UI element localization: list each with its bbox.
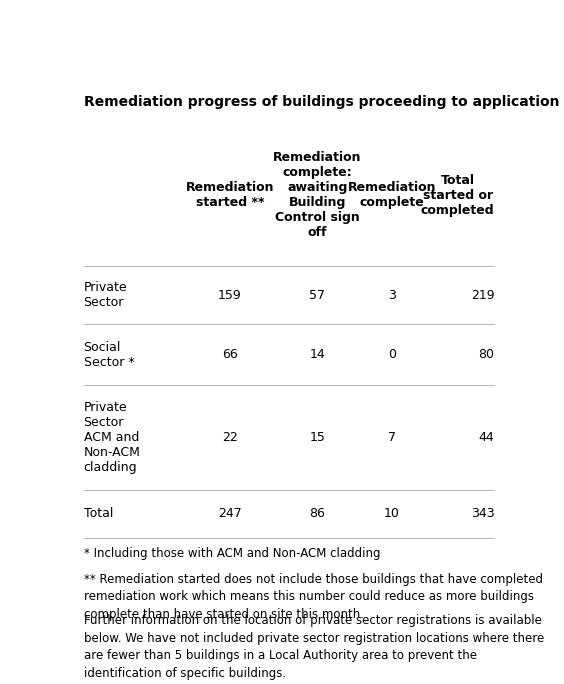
Text: 80: 80 <box>478 348 495 361</box>
Text: 343: 343 <box>471 508 495 521</box>
Text: Remediation
started **: Remediation started ** <box>186 181 274 209</box>
Text: 57: 57 <box>310 289 325 302</box>
Text: 219: 219 <box>471 289 495 302</box>
Text: 159: 159 <box>218 289 242 302</box>
Text: 7: 7 <box>388 431 396 444</box>
Text: Social
Sector *: Social Sector * <box>83 341 134 369</box>
Text: 10: 10 <box>384 508 400 521</box>
Text: Total: Total <box>83 508 113 521</box>
Text: 44: 44 <box>479 431 495 444</box>
Text: 14: 14 <box>310 348 325 361</box>
Text: 22: 22 <box>222 431 238 444</box>
Text: 66: 66 <box>222 348 238 361</box>
Text: 247: 247 <box>218 508 242 521</box>
Text: Remediation progress of buildings proceeding to application: Remediation progress of buildings procee… <box>83 95 559 109</box>
Text: Private
Sector: Private Sector <box>83 281 127 309</box>
Text: Further information on the location of private sector registrations is available: Further information on the location of p… <box>83 614 544 679</box>
Text: Total
started or
completed: Total started or completed <box>421 174 495 217</box>
Text: Remediation
complete: Remediation complete <box>347 181 436 209</box>
Text: * Including those with ACM and Non-ACM cladding: * Including those with ACM and Non-ACM c… <box>83 547 380 560</box>
Text: Private
Sector
ACM and
Non-ACM
cladding: Private Sector ACM and Non-ACM cladding <box>83 401 140 474</box>
Text: 86: 86 <box>310 508 325 521</box>
Text: 3: 3 <box>388 289 396 302</box>
Text: Remediation
complete:
awaiting
Building
Control sign
off: Remediation complete: awaiting Building … <box>273 151 362 239</box>
Text: 15: 15 <box>310 431 325 444</box>
Text: 0: 0 <box>388 348 396 361</box>
Text: ** Remediation started does not include those buildings that have completed
reme: ** Remediation started does not include … <box>83 573 543 621</box>
